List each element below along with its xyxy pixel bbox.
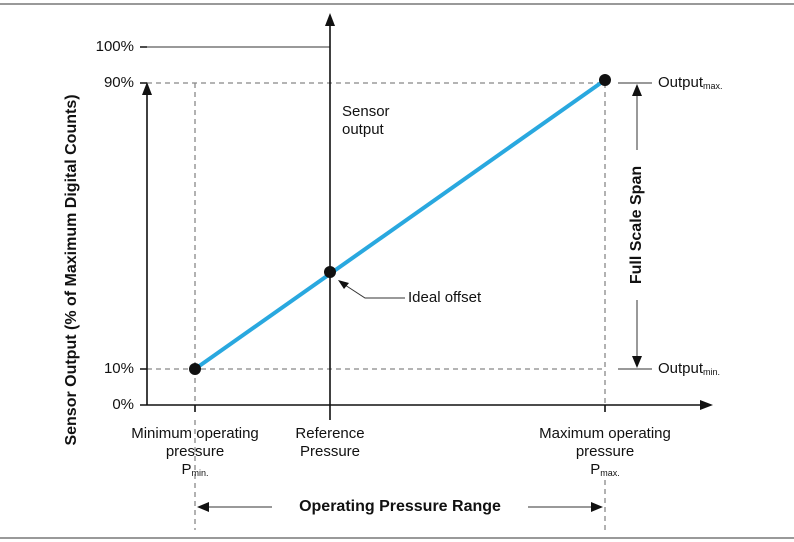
arrowhead xyxy=(338,280,349,289)
point xyxy=(599,74,611,86)
sensor-output-label: output xyxy=(342,121,385,138)
output-max-label: Outputmax. xyxy=(658,74,723,91)
x-label: pressure xyxy=(576,443,634,460)
leader-line xyxy=(341,282,405,299)
x-label: Reference xyxy=(295,425,364,442)
point xyxy=(189,363,201,375)
y-axis-title: Sensor Output (% of Maximum Digital Coun… xyxy=(63,94,80,445)
x-label: Pmin. xyxy=(181,461,208,478)
point xyxy=(324,266,336,278)
transfer-line xyxy=(193,78,607,371)
label-subscript: max. xyxy=(703,81,723,91)
arrowhead xyxy=(197,502,209,512)
y-tick-label: 90% xyxy=(104,74,134,91)
label-text: P xyxy=(590,461,600,478)
label-text: Output xyxy=(658,360,704,377)
label-subscript: min. xyxy=(192,468,209,478)
ideal-offset-label: Ideal offset xyxy=(408,289,482,306)
y-tick-label: 10% xyxy=(104,360,134,377)
arrowhead xyxy=(325,13,335,26)
arrowhead xyxy=(591,502,603,512)
label-text: Output xyxy=(658,74,704,91)
x-label: Maximum operating xyxy=(539,425,671,442)
y-ticks xyxy=(140,46,147,370)
output-min-label: Outputmin. xyxy=(658,360,720,377)
y-tick-label: 100% xyxy=(96,38,134,55)
dashed-guides xyxy=(147,82,606,530)
arrowhead xyxy=(700,400,713,410)
x-axis-title: Operating Pressure Range xyxy=(299,498,501,515)
x-label: Minimum operating xyxy=(131,425,259,442)
x-label: Pressure xyxy=(300,443,360,460)
full-scale-span-label: Full Scale Span xyxy=(628,166,645,284)
y-tick-label: 0% xyxy=(112,396,134,413)
x-label: Pmax. xyxy=(590,461,620,478)
arrowhead xyxy=(142,82,152,95)
sensor-output-label: Sensor xyxy=(342,103,390,120)
label-subscript: max. xyxy=(600,468,620,478)
label-text: P xyxy=(181,461,191,478)
arrowhead xyxy=(632,84,642,96)
x-ticks xyxy=(194,405,606,412)
arrowhead xyxy=(632,356,642,368)
label-subscript: min. xyxy=(703,367,720,377)
x-label: pressure xyxy=(166,443,224,460)
